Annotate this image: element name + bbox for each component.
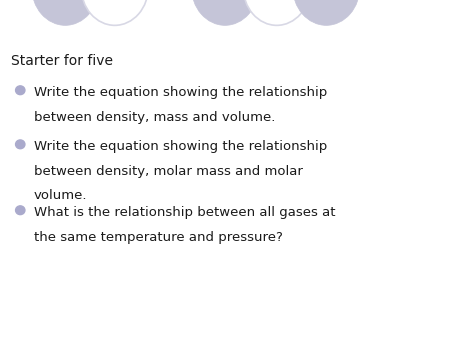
Ellipse shape <box>81 0 148 25</box>
Ellipse shape <box>16 86 25 95</box>
Ellipse shape <box>16 140 25 149</box>
Text: between density, mass and volume.: between density, mass and volume. <box>34 111 275 123</box>
Text: What is the relationship between all gases at: What is the relationship between all gas… <box>34 206 335 219</box>
Ellipse shape <box>243 0 310 25</box>
Text: volume.: volume. <box>34 189 87 202</box>
Text: Write the equation showing the relationship: Write the equation showing the relations… <box>34 140 327 153</box>
Ellipse shape <box>16 206 25 215</box>
Ellipse shape <box>32 0 99 25</box>
Text: Starter for five: Starter for five <box>11 54 113 68</box>
Text: the same temperature and pressure?: the same temperature and pressure? <box>34 231 283 243</box>
Text: Write the equation showing the relationship: Write the equation showing the relations… <box>34 86 327 99</box>
Text: between density, molar mass and molar: between density, molar mass and molar <box>34 165 302 177</box>
Ellipse shape <box>292 0 360 25</box>
Ellipse shape <box>191 0 259 25</box>
